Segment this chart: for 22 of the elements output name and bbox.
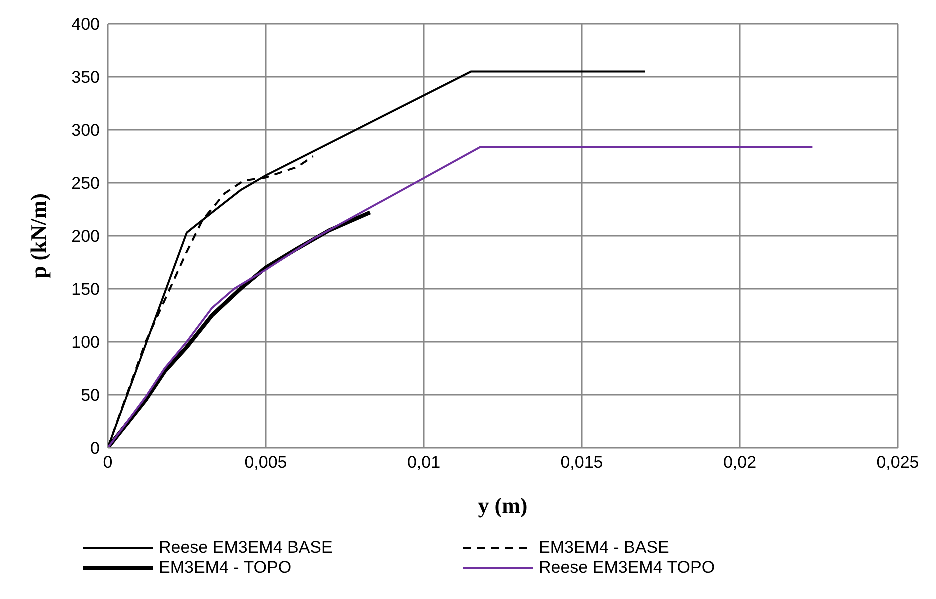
x-tick-label: 0 xyxy=(103,453,113,472)
y-tick-label: 100 xyxy=(72,333,100,352)
x-tick-label: 0,005 xyxy=(244,453,288,472)
legend-label: Reese EM3EM4 TOPO xyxy=(539,558,716,578)
y-tick-label: 150 xyxy=(72,280,100,300)
y-tick-label: 250 xyxy=(72,174,100,194)
legend-label: EM3EM4 - BASE xyxy=(539,538,670,558)
y-tick-label: 200 xyxy=(72,227,100,246)
x-tick-label: 0,015 xyxy=(560,453,604,472)
x-tick-label: 0,01 xyxy=(407,453,441,472)
y-tick-label: 50 xyxy=(81,386,100,406)
x-tick-label: 0,025 xyxy=(876,453,920,472)
x-axis-title: y (m) xyxy=(478,493,528,518)
x-tick-label: 0,02 xyxy=(723,453,757,472)
y-tick-label: 0 xyxy=(90,439,100,458)
y-tick-label: 350 xyxy=(72,68,100,88)
line-series xyxy=(108,146,814,448)
y-tick-label: 400 xyxy=(72,15,100,34)
legend-label: Reese EM3EM4 BASE xyxy=(159,538,333,558)
y-tick-label: 300 xyxy=(72,121,100,140)
y-axis-title: p (kN/m) xyxy=(26,194,51,278)
legend-label: EM3EM4 - TOPO xyxy=(159,558,292,578)
